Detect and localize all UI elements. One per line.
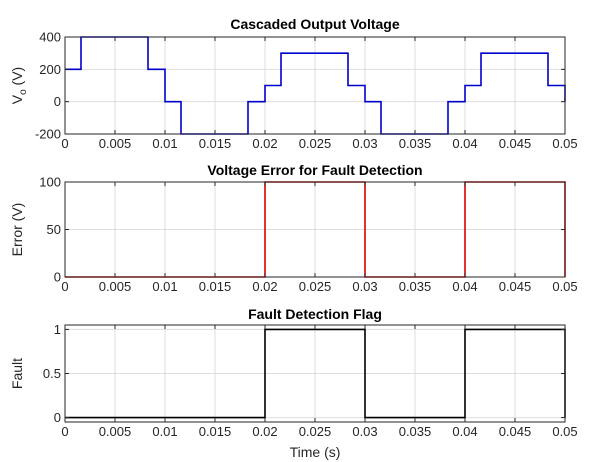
x-tick-label: 0.005 bbox=[99, 424, 132, 439]
x-axis-label: Time (s) bbox=[290, 444, 341, 460]
x-tick-label: 0.015 bbox=[199, 279, 232, 294]
x-tick-label: 0.035 bbox=[399, 279, 432, 294]
x-tick-label: 0.03 bbox=[352, 279, 377, 294]
x-tick-label: 0.02 bbox=[252, 136, 277, 151]
series-line-1 bbox=[65, 328, 566, 419]
y-axis-label: Error (V) bbox=[9, 203, 25, 257]
x-tick-label: 0.02 bbox=[252, 424, 277, 439]
x-tick-label: 0 bbox=[61, 424, 68, 439]
x-tick-label: 0.005 bbox=[99, 136, 132, 151]
x-tick-label: 0.015 bbox=[199, 424, 232, 439]
y-tick-label: 0 bbox=[54, 270, 61, 285]
chart-panel-3: 0 0.005 0.01 0.015 0.02 0.025 0.03 0.035 0.04 0.0… bbox=[9, 306, 578, 460]
x-tick-label: 0.05 bbox=[552, 136, 577, 151]
y-axis-label: Fault bbox=[9, 358, 25, 389]
x-tick-label: 0.04 bbox=[452, 279, 477, 294]
y-tick-label: 0 bbox=[54, 410, 61, 425]
x-tick-label: 0.01 bbox=[152, 136, 177, 151]
x-tick-label: 0 bbox=[61, 279, 68, 294]
y-tick-label: 1 bbox=[54, 322, 61, 337]
y-tick-label: 100 bbox=[39, 175, 61, 190]
x-tick-label: 0.035 bbox=[399, 424, 432, 439]
y-tick-label: 0.5 bbox=[43, 366, 61, 381]
x-tick-label: 0.05 bbox=[552, 279, 577, 294]
series-line-1 bbox=[65, 36, 566, 135]
x-tick-label: 0.025 bbox=[299, 136, 332, 151]
x-tick-label: 0.025 bbox=[299, 279, 332, 294]
x-tick-label: 0.05 bbox=[552, 424, 577, 439]
y-tick-label: 0 bbox=[54, 94, 61, 109]
x-tick-label: 0.005 bbox=[99, 279, 132, 294]
x-tick-label: 0.04 bbox=[452, 136, 477, 151]
x-tick-label: 0.045 bbox=[499, 279, 532, 294]
y-axis-label: Vo (V) bbox=[9, 67, 29, 104]
chart-title: Voltage Error for Fault Detection bbox=[207, 162, 422, 178]
x-tick-label: 0.035 bbox=[399, 136, 432, 151]
x-tick-label: 0.01 bbox=[152, 279, 177, 294]
chart-panel-1: 0 0.005 0.01 0.015 0.02 0.025 0.03 0.035 0.04 0.0… bbox=[9, 16, 578, 151]
x-tick-label: 0.03 bbox=[352, 136, 377, 151]
chart-title: Fault Detection Flag bbox=[248, 306, 382, 322]
chart-title: Cascaded Output Voltage bbox=[230, 16, 400, 32]
x-tick-label: 0.045 bbox=[499, 424, 532, 439]
y-tick-label: 400 bbox=[39, 30, 61, 45]
x-tick-label: 0.015 bbox=[199, 136, 232, 151]
x-tick-label: 0.02 bbox=[252, 279, 277, 294]
chart-panel-2: 0 0.005 0.01 0.015 0.02 0.025 0.03 0.035 0.04 0.0… bbox=[9, 162, 578, 294]
y-tick-label: 200 bbox=[39, 62, 61, 77]
y-tick-label: 50 bbox=[47, 222, 61, 237]
x-tick-label: 0.045 bbox=[499, 136, 532, 151]
x-tick-label: 0 bbox=[61, 136, 68, 151]
x-tick-label: 0.03 bbox=[352, 424, 377, 439]
x-tick-label: 0.025 bbox=[299, 424, 332, 439]
y-tick-label: -200 bbox=[35, 127, 61, 142]
x-tick-label: 0.04 bbox=[452, 424, 477, 439]
x-tick-label: 0.01 bbox=[152, 424, 177, 439]
